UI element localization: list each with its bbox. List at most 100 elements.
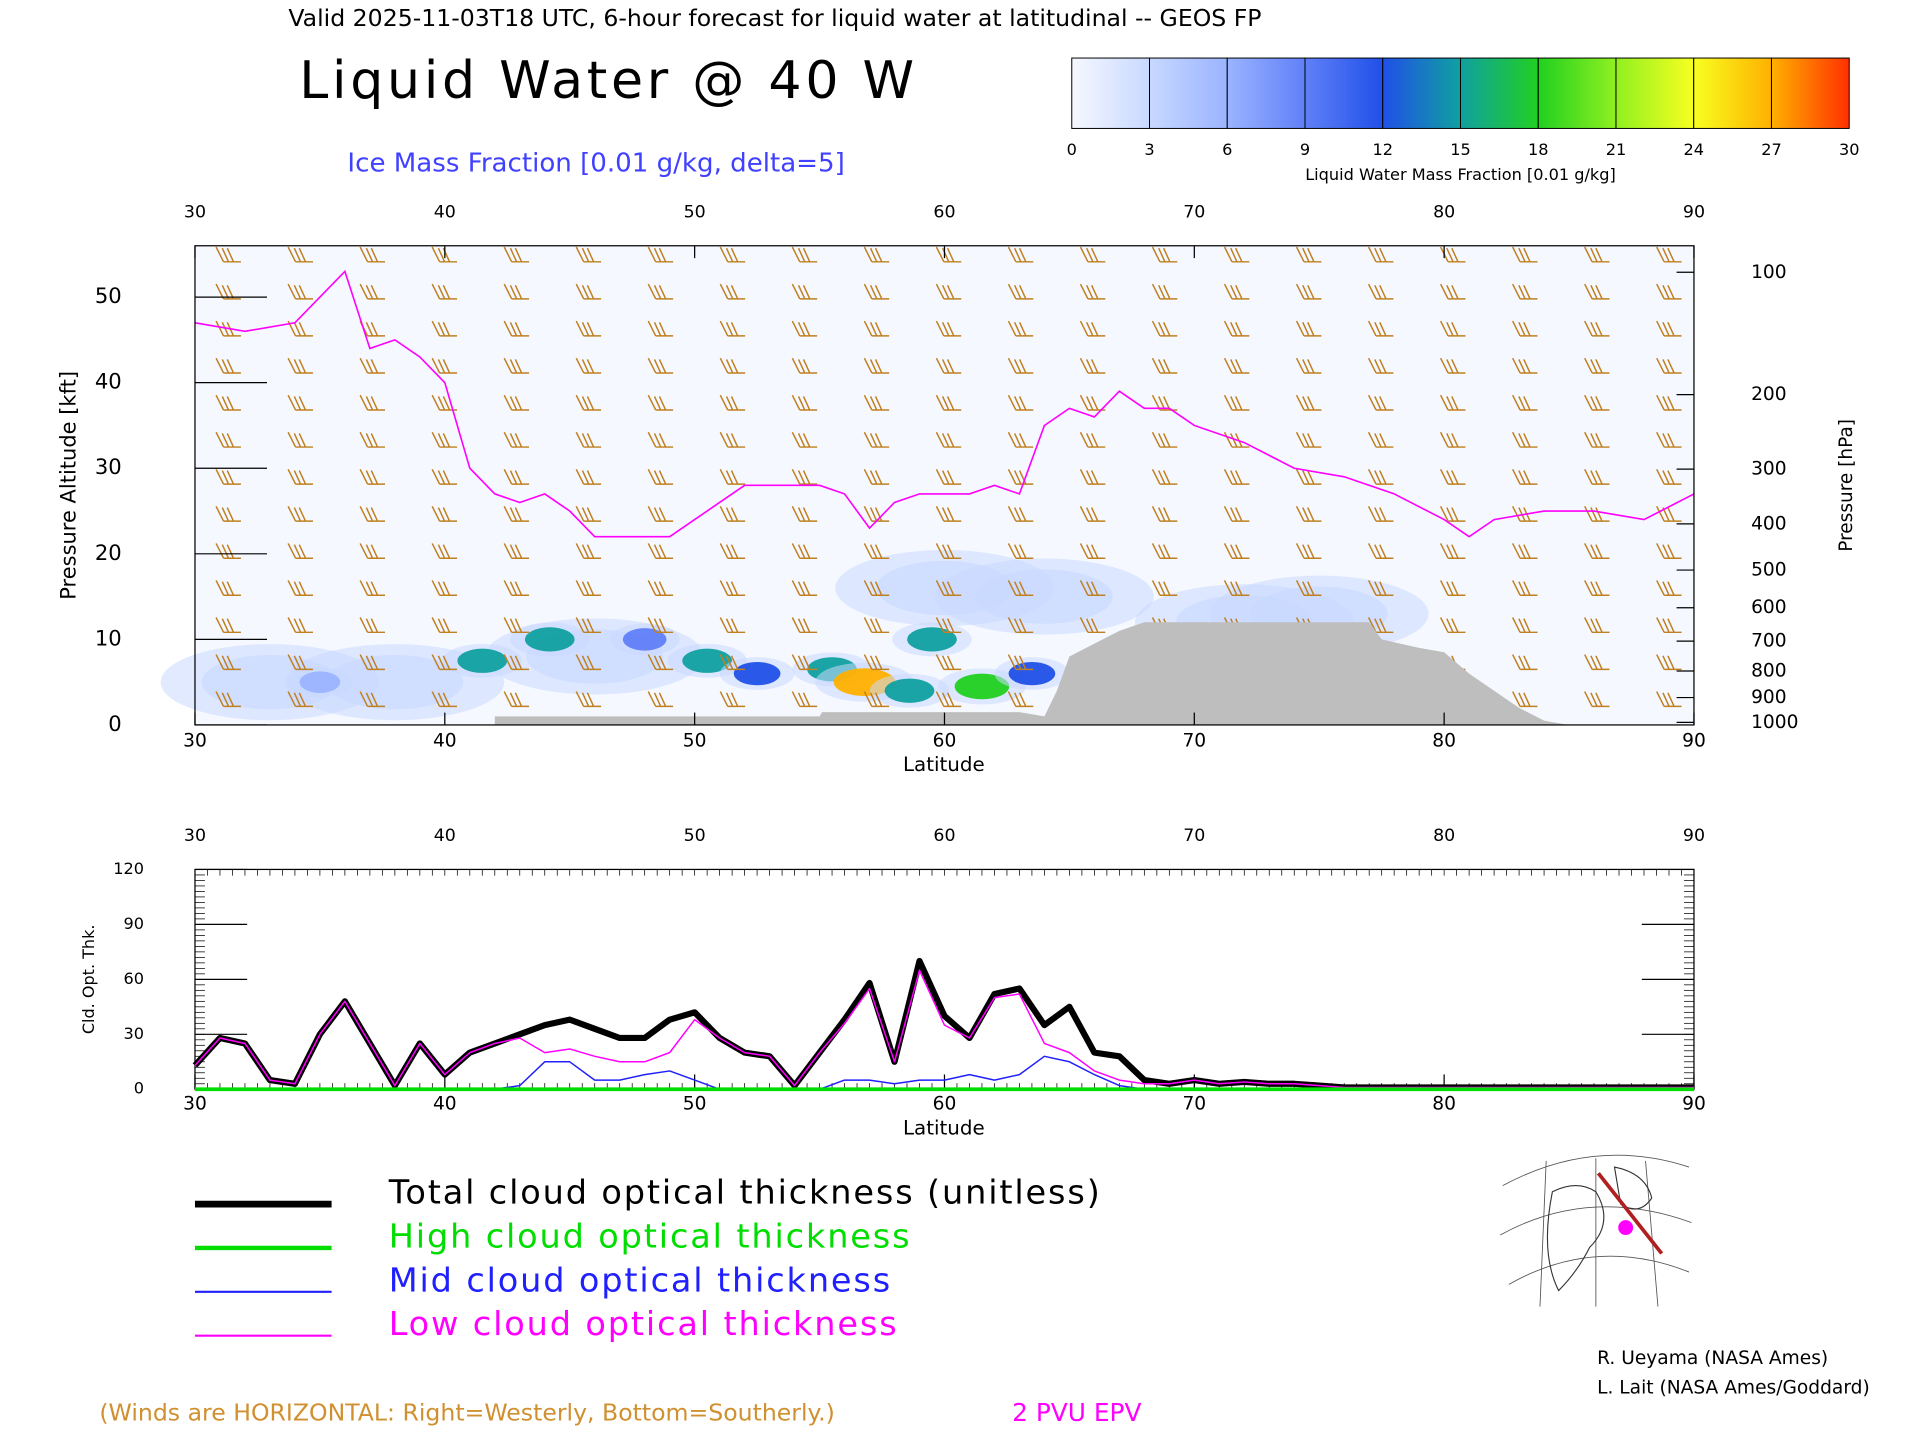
wind-barb [791, 394, 818, 411]
colorbar-tick-label: 21 [1606, 140, 1627, 159]
barb [431, 654, 458, 671]
barb [575, 617, 602, 634]
barb [1223, 580, 1250, 597]
wind-barb [287, 320, 313, 337]
barb [1584, 246, 1610, 263]
barb [1079, 506, 1106, 522]
barb [863, 357, 890, 374]
barb [287, 691, 313, 708]
liquid-water-core [976, 569, 1113, 624]
wind-barb [287, 283, 313, 300]
barb [503, 394, 530, 411]
wind-barb [1079, 431, 1106, 448]
x-tick-label-top: 30 [184, 202, 206, 222]
legend-label: Mid cloud optical thickness [389, 1260, 892, 1299]
barb [1367, 543, 1394, 559]
barb [359, 246, 385, 263]
barb [719, 357, 746, 374]
wind-barb [287, 617, 313, 634]
barb [1584, 468, 1610, 485]
barb [791, 543, 818, 559]
wind-barb [647, 394, 674, 411]
wind-barb [1295, 394, 1322, 411]
colorbar-tick-label: 27 [1761, 140, 1782, 159]
barb [1584, 283, 1610, 300]
barb [431, 357, 458, 374]
barb [1007, 246, 1034, 263]
barb [719, 506, 746, 522]
barb [1007, 357, 1034, 374]
barb [1223, 543, 1250, 559]
wind-barb [1007, 320, 1034, 337]
wind-barb [431, 468, 458, 485]
barb [863, 246, 890, 263]
colorbar-segment [1304, 57, 1384, 129]
wind-barb [575, 320, 602, 337]
barb [359, 506, 385, 522]
barb [791, 580, 818, 597]
barb [1223, 320, 1250, 337]
wind-barb [935, 357, 962, 374]
wind-barb [647, 506, 674, 522]
barb [1656, 506, 1682, 522]
y2-tick-label: 1000 [1751, 712, 1798, 733]
barb [503, 654, 530, 671]
wind-barb [359, 654, 385, 671]
barb [503, 431, 530, 448]
x-tick-label: 40 [433, 731, 457, 752]
barb [647, 431, 674, 448]
wind-barb [647, 246, 674, 263]
barb [935, 394, 962, 411]
wind-barb [1223, 431, 1250, 448]
barb [431, 506, 458, 522]
barb [1079, 617, 1106, 634]
y2-axis-label: Pressure [hPa] [1836, 419, 1857, 552]
wind-barb [503, 691, 530, 708]
barb [1367, 246, 1394, 263]
x-axis-label: Latitude [903, 753, 985, 776]
barb [1511, 617, 1538, 634]
wind-barb [575, 468, 602, 485]
barb [1511, 691, 1538, 708]
barb [215, 691, 241, 708]
barb [503, 617, 530, 634]
wind-barb [719, 580, 746, 597]
wind-barb [1584, 468, 1610, 485]
barb [1584, 506, 1610, 522]
barb [935, 617, 962, 634]
x-tick-label: 30 [183, 1094, 207, 1115]
wind-barb [1439, 283, 1466, 300]
barb [1367, 580, 1394, 597]
barb [647, 691, 674, 708]
wind-barb [863, 580, 890, 597]
barb [1007, 543, 1034, 559]
barb [647, 283, 674, 300]
wind-barb [431, 357, 458, 374]
wind-barb [1584, 580, 1610, 597]
barb [1656, 543, 1682, 559]
wind-barb [503, 543, 530, 559]
barb [1079, 394, 1106, 411]
wind-barb [863, 283, 890, 300]
barb [1223, 468, 1250, 485]
footer-note: (Winds are HORIZONTAL: Right=Westerly, B… [99, 1399, 835, 1427]
y2-tick-label: 300 [1751, 459, 1787, 480]
barb [1295, 506, 1322, 522]
wind-barb [503, 617, 530, 634]
liquid-water-core [682, 648, 732, 673]
wind-barb [647, 320, 674, 337]
wind-barb [503, 283, 530, 300]
barb [791, 617, 818, 634]
barb [1367, 357, 1394, 374]
barb [647, 580, 674, 597]
wind-barb [575, 654, 602, 671]
barb [1151, 394, 1178, 411]
barb [287, 506, 313, 522]
barb [1295, 357, 1322, 374]
wind-barb [431, 691, 458, 708]
barb [719, 283, 746, 300]
x-tick-label: 90 [1682, 731, 1706, 752]
wind-barb [791, 580, 818, 597]
wind-barb [1223, 320, 1250, 337]
